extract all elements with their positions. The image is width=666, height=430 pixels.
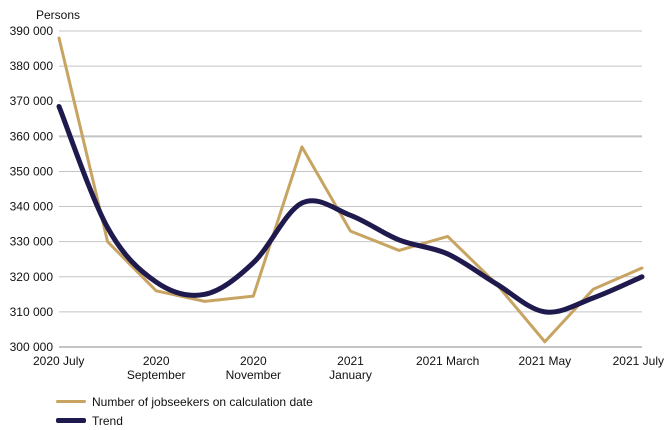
y-tick-label: 340 000 [10,200,54,214]
y-axis-ticks: 300 000 310 000 320 000 330 000 340 000 350 0… [10,24,54,354]
gridlines [59,30,642,348]
y-tick-label: 350 000 [10,164,54,178]
y-tick-label: 380 000 [10,59,54,73]
x-tick-label: 2021 March [416,354,479,368]
y-tick-label: 370 000 [10,94,54,108]
legend-item-trend: Trend [56,411,313,430]
y-tick-label: 330 000 [10,235,54,249]
legend-label-jobseekers: Number of jobseekers on calculation date [92,394,313,409]
x-tick-label: 2020 September [127,354,186,382]
series-line-trend [56,103,645,315]
x-tick-label: 2020 July [33,354,84,368]
y-tick-label: 320 000 [10,270,54,284]
legend-swatch-jobseekers [56,400,86,403]
legend-swatch-trend [56,418,86,423]
y-tick-label: 360 000 [10,129,54,143]
y-tick-label: 300 000 [10,340,54,354]
legend: Number of jobseekers on calculation date… [56,392,313,430]
series-lines [56,36,645,344]
legend-item-jobseekers: Number of jobseekers on calculation date [56,392,313,411]
x-tick-label: 2021 July [613,354,664,368]
y-axis-label: Persons [36,8,80,22]
line-chart: Persons 300 000 310 000 320 000 330 000 340 … [10,8,664,382]
y-tick-label: 310 000 [10,305,54,319]
x-axis-ticks: 2020 July 2020 September 2020 November 2021 Ja… [33,354,664,382]
legend-label-trend: Trend [92,413,123,428]
series-line-jobseekers [57,36,644,344]
x-tick-label: 2020 November [226,354,281,382]
y-tick-label: 390 000 [10,24,54,38]
x-tick-label: 2021 May [518,354,571,368]
x-tick-label: 2021 January [329,354,372,382]
